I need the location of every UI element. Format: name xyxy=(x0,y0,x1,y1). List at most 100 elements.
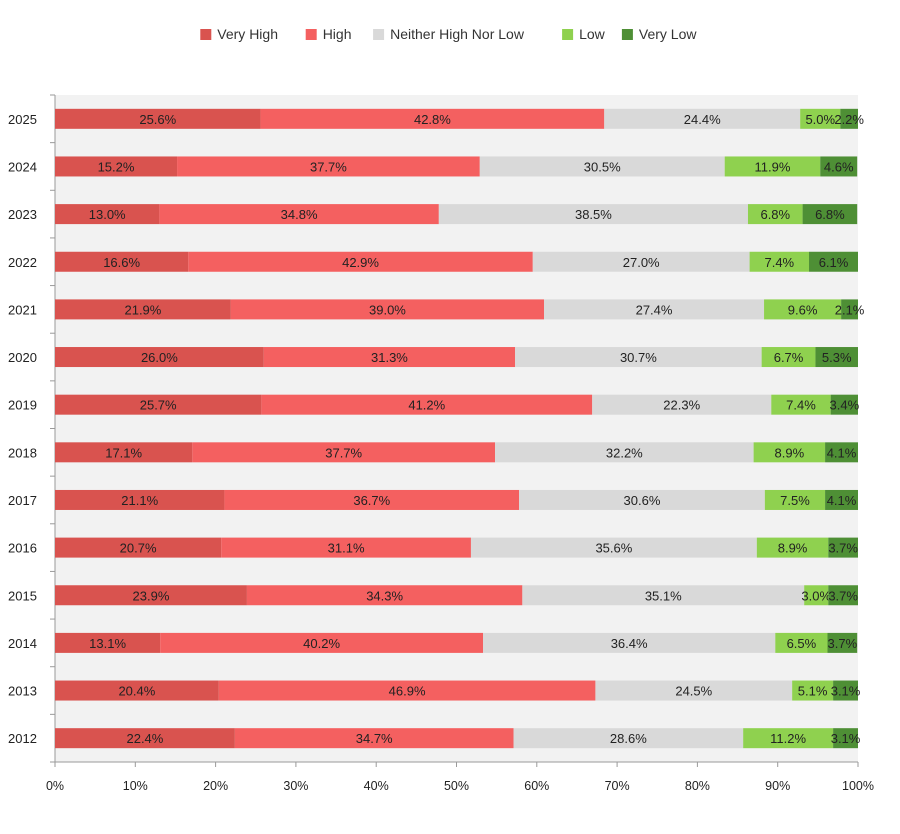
data-label: 21.9% xyxy=(124,302,161,317)
bar-segment xyxy=(827,632,858,653)
bar-segment xyxy=(261,394,593,415)
data-label: 2.2% xyxy=(834,112,864,127)
category-label: 2021 xyxy=(8,302,37,317)
bar-segment xyxy=(55,204,160,225)
bar-segment xyxy=(55,251,189,272)
bar-segment xyxy=(761,347,816,368)
data-label: 3.1% xyxy=(831,684,861,699)
bar-segment xyxy=(519,489,765,510)
data-label: 13.0% xyxy=(89,207,126,222)
bar-segment xyxy=(188,251,533,272)
category-label: 2013 xyxy=(8,684,37,699)
bar-segment xyxy=(604,108,801,129)
x-tick-label: 30% xyxy=(283,779,308,793)
data-label: 8.9% xyxy=(775,445,805,460)
data-label: 6.8% xyxy=(815,207,845,222)
legend-swatch xyxy=(373,29,385,40)
bar-segment xyxy=(522,585,805,606)
data-label: 37.7% xyxy=(310,159,347,174)
data-label: 7.5% xyxy=(780,493,810,508)
bar-segment xyxy=(532,251,750,272)
x-tick-label: 0% xyxy=(46,779,64,793)
data-label: 3.4% xyxy=(830,398,860,413)
data-label: 11.9% xyxy=(755,159,791,174)
category-label: 2018 xyxy=(8,445,37,460)
bar-segment xyxy=(55,299,231,320)
data-label: 15.2% xyxy=(98,159,135,174)
data-label: 31.3% xyxy=(371,350,408,365)
data-label: 24.4% xyxy=(684,112,721,127)
plot-area xyxy=(55,95,858,762)
bar-segment xyxy=(825,489,858,510)
data-label: 22.4% xyxy=(126,731,163,746)
x-tick-label: 80% xyxy=(685,779,710,793)
data-label: 27.0% xyxy=(623,255,660,270)
legend-label: Low xyxy=(579,26,606,42)
data-label: 28.6% xyxy=(610,731,647,746)
data-label: 25.6% xyxy=(139,112,176,127)
bar-segment xyxy=(804,585,829,606)
bar-segment xyxy=(438,204,748,225)
data-label: 23.9% xyxy=(133,588,170,603)
bar-segment xyxy=(55,442,193,463)
data-label: 7.4% xyxy=(764,255,794,270)
bar-segment xyxy=(833,680,858,701)
data-label: 21.1% xyxy=(121,493,158,508)
data-label: 13.1% xyxy=(89,636,126,651)
legend-label: Very Low xyxy=(639,26,697,42)
bar-segment xyxy=(815,347,858,368)
bar-segment xyxy=(55,632,161,653)
bar-segment xyxy=(825,442,858,463)
data-label: 39.0% xyxy=(369,302,406,317)
data-label: 3.0% xyxy=(801,588,831,603)
data-label: 7.4% xyxy=(786,398,816,413)
bar-segment xyxy=(802,204,858,225)
data-label: 3.1% xyxy=(831,731,861,746)
data-label: 4.1% xyxy=(827,493,857,508)
data-label: 37.7% xyxy=(325,445,362,460)
legend-label: Very High xyxy=(217,26,278,42)
bar-segment xyxy=(55,347,264,368)
bar-segment xyxy=(55,489,225,510)
bar-segment xyxy=(470,537,757,558)
bar-segment xyxy=(495,442,754,463)
bar-segment xyxy=(764,489,826,510)
x-tick-label: 40% xyxy=(364,779,389,793)
legend-swatch xyxy=(621,29,633,40)
data-label: 34.8% xyxy=(281,207,318,222)
legend-label: Neither High Nor Low xyxy=(390,26,525,42)
bar-segment xyxy=(828,537,858,558)
legend-label: High xyxy=(323,26,352,42)
bar-segment xyxy=(55,156,178,177)
category-label: 2019 xyxy=(8,398,37,413)
bar-segment xyxy=(246,585,523,606)
bar-segment xyxy=(775,632,828,653)
bar-segment xyxy=(55,108,261,129)
data-label: 3.7% xyxy=(828,541,858,556)
bar-segment xyxy=(159,204,439,225)
bar-segment xyxy=(55,680,219,701)
data-label: 20.7% xyxy=(120,541,157,556)
data-label: 32.2% xyxy=(606,445,643,460)
data-label: 38.5% xyxy=(575,207,612,222)
bar-segment xyxy=(260,108,605,129)
bar-segment xyxy=(800,108,841,129)
bar-segment xyxy=(820,156,858,177)
bar-segment xyxy=(595,680,793,701)
data-label: 17.1% xyxy=(105,445,142,460)
bar-segment xyxy=(55,394,262,415)
bar-segment xyxy=(263,347,516,368)
bar-segment xyxy=(792,680,834,701)
data-label: 9.6% xyxy=(788,302,818,317)
data-label: 46.9% xyxy=(389,684,426,699)
bar-segment xyxy=(830,394,858,415)
legend-swatch xyxy=(305,29,317,40)
data-label: 35.6% xyxy=(595,541,632,556)
data-label: 4.1% xyxy=(827,445,857,460)
bar-segment xyxy=(833,728,858,749)
bar-segment xyxy=(747,204,803,225)
bar-segment xyxy=(592,394,772,415)
data-label: 31.1% xyxy=(328,541,365,556)
bar-segment xyxy=(771,394,831,415)
